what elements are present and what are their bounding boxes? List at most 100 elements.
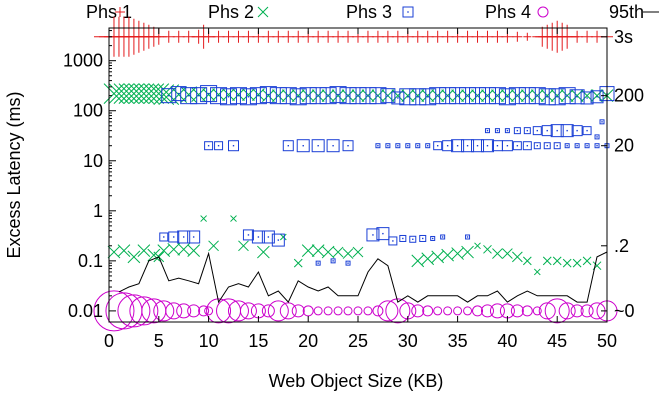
phs2-point [252, 88, 265, 101]
phs3-point-dot [337, 93, 339, 96]
phs3-point-dot [382, 232, 384, 235]
phs3-point [501, 140, 513, 152]
phs3-point-dot [277, 239, 280, 241]
phs3-point-dot [496, 145, 499, 147]
phs3-point-dot [422, 237, 424, 240]
phs3-point [594, 134, 600, 140]
phs2-point [321, 245, 335, 259]
phs2-point [342, 248, 354, 259]
plot-marks [93, 16, 618, 332]
phs3-point-dot [496, 129, 499, 132]
phs2-point [167, 242, 181, 256]
phs2-point [262, 89, 275, 103]
phs3-point-dot [317, 94, 319, 97]
phs3-point-dot [476, 145, 479, 147]
phs4-point [377, 300, 399, 322]
phs3-point [442, 140, 454, 152]
phs3-point-dot [357, 94, 359, 97]
phs3-point [319, 87, 337, 105]
phs3-point-dot [207, 145, 210, 147]
phs4-point [472, 305, 484, 317]
phs3-point-dot [516, 129, 519, 132]
phs3-point-dot [347, 262, 349, 264]
phs2-point [291, 89, 305, 103]
phs3-point [523, 127, 531, 135]
phs3-point-dot [496, 94, 499, 97]
phs3-point [538, 88, 556, 106]
x-axis-label: Web Object Size (KB) [269, 371, 444, 391]
x-tick-label: 10 [199, 331, 219, 351]
phs2-point [550, 89, 564, 103]
phs4-point [313, 306, 323, 316]
phs3-point [590, 90, 604, 104]
phs3-point-dot [197, 94, 200, 97]
phs3-point [309, 87, 327, 105]
phs3-point [349, 87, 367, 105]
phs3-point-dot [232, 145, 235, 147]
phs3-point [395, 143, 401, 149]
phs4-point [570, 304, 584, 318]
phs2-point [562, 258, 572, 268]
x-tick-label: 50 [597, 331, 617, 351]
phs2-point [127, 250, 141, 264]
phs4-point [250, 303, 266, 319]
phs3-point [504, 128, 510, 134]
phs2-point [501, 89, 514, 103]
phs3-point [548, 88, 566, 106]
phs3-point [571, 125, 583, 137]
phs4-point [187, 304, 201, 318]
phs3-point [409, 88, 427, 106]
x-tick-label: 25 [348, 331, 368, 351]
phs3-point [582, 126, 592, 136]
phs3-point [282, 140, 294, 152]
phs2-point [411, 89, 425, 103]
phs4-point [165, 302, 183, 320]
phs3-point [239, 88, 257, 106]
phs3-point-dot [178, 92, 180, 95]
legend: Phs 1 Phs 2 Phs 3 Phs 4 95th [86, 2, 659, 22]
phs3-point-dot [417, 145, 419, 147]
phs4-point [443, 306, 453, 316]
phs1-point [523, 32, 532, 41]
phs4-point [227, 300, 249, 322]
phs3-point-dot [257, 94, 260, 97]
right-label: 20 [614, 136, 634, 156]
phs4-point [93, 290, 135, 332]
phs2-point [279, 233, 287, 241]
phs3-point-dot [367, 94, 369, 97]
phs3-point [388, 236, 398, 246]
phs2-point [108, 83, 130, 104]
phs3-point-dot [347, 94, 349, 97]
phs3-point [569, 89, 585, 105]
phs3-point-dot [506, 129, 509, 132]
phs3-point [459, 87, 477, 105]
phs4-point [558, 302, 576, 320]
phs3-point-dot [192, 236, 195, 238]
x-tick-label: 15 [248, 331, 268, 351]
phs4-point [580, 304, 594, 318]
legend-label: Phs 4 [485, 2, 531, 22]
phs3-point [469, 87, 487, 105]
phs3-point-dot [417, 96, 419, 98]
phs2-point [118, 83, 140, 104]
phs3-point-dot [486, 145, 489, 147]
x-tick-label: 5 [154, 331, 164, 351]
phs4-point [385, 298, 411, 324]
phs2-point [208, 240, 219, 252]
phs3-point-dot [402, 237, 404, 240]
phs3-point-dot [297, 96, 299, 98]
phs3-point-dot [173, 236, 175, 238]
phs4-point [411, 304, 425, 318]
phs3-point-dot [307, 94, 309, 97]
phs3-point-dot [456, 145, 459, 147]
phs3-point-dot [217, 145, 220, 147]
phs3-point [541, 125, 553, 137]
phs3-point-dot [347, 145, 349, 147]
phs4-point [463, 306, 473, 316]
phs3-point-dot [536, 129, 538, 132]
phs3-point-dot [576, 129, 578, 132]
right-label: 3s [614, 27, 633, 47]
phs3-point-dot [506, 96, 509, 98]
phs2-point [123, 83, 145, 104]
phs3-point-dot [596, 145, 598, 147]
